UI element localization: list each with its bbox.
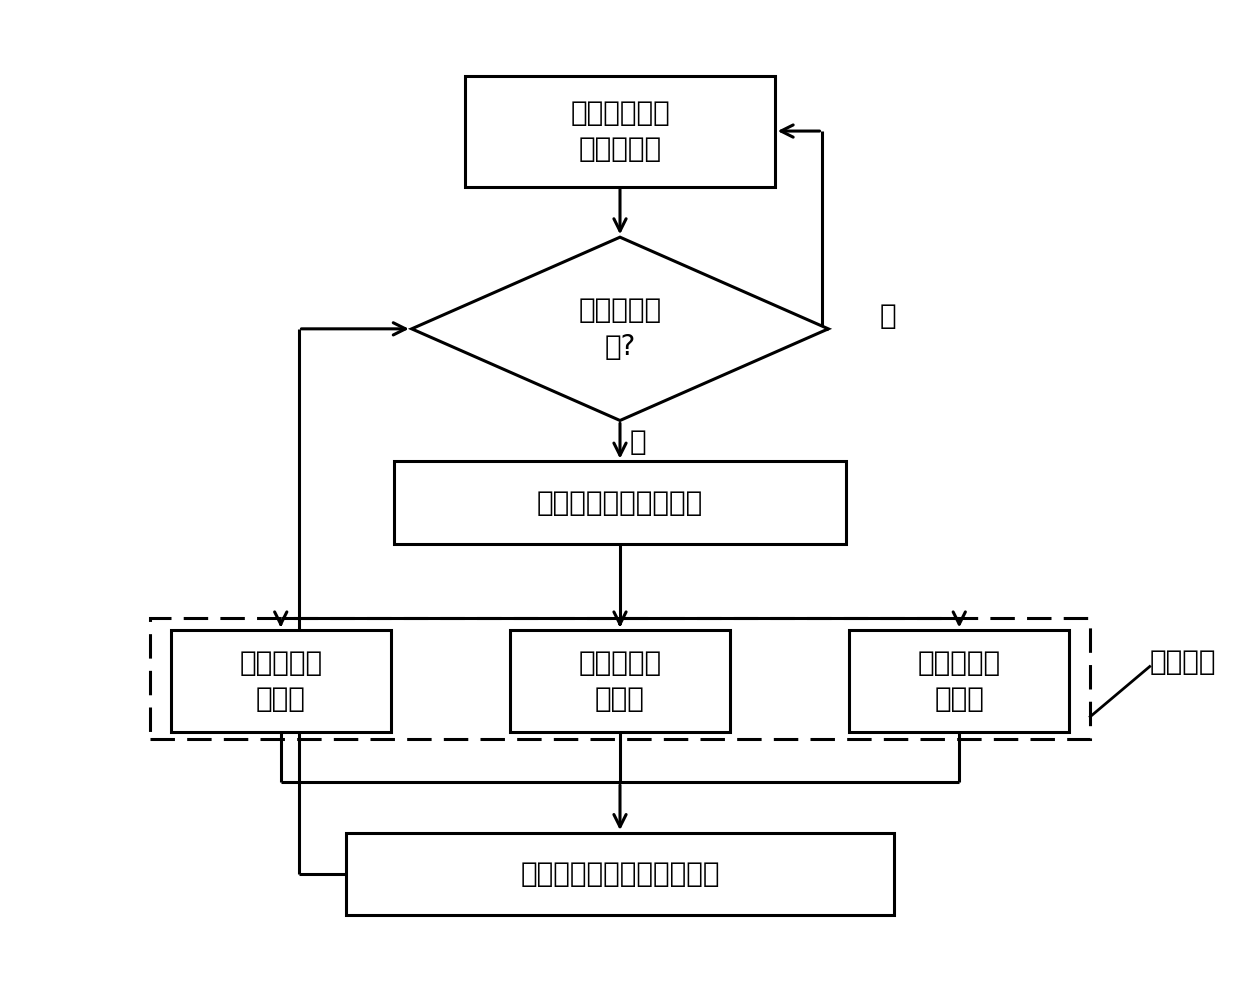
Bar [346,833,894,915]
Text: 是: 是 [630,428,646,455]
Text: 否: 否 [879,303,897,331]
Text: 水头流速补
偿策略: 水头流速补 偿策略 [918,648,1001,714]
Bar [150,618,1090,739]
Bar [394,461,846,544]
Bar [171,630,391,732]
Bar [849,630,1069,732]
Polygon shape [412,237,828,420]
Text: 驱动设备调速系统启动: 驱动设备调速系统启动 [537,488,703,517]
Text: 管道流速相
等策略: 管道流速相 等策略 [578,648,662,714]
Text: 监测高压水池
的水头信号: 监测高压水池 的水头信号 [570,98,670,164]
Text: 驱动设备调速系统停止工作: 驱动设备调速系统停止工作 [521,860,719,888]
Text: 三种策略: 三种策略 [1149,647,1216,675]
Bar [465,75,775,187]
Bar [510,630,730,732]
Text: 水头速度匹
配策略: 水头速度匹 配策略 [239,648,322,714]
Text: 水头是否变
化?: 水头是否变 化? [578,296,662,361]
